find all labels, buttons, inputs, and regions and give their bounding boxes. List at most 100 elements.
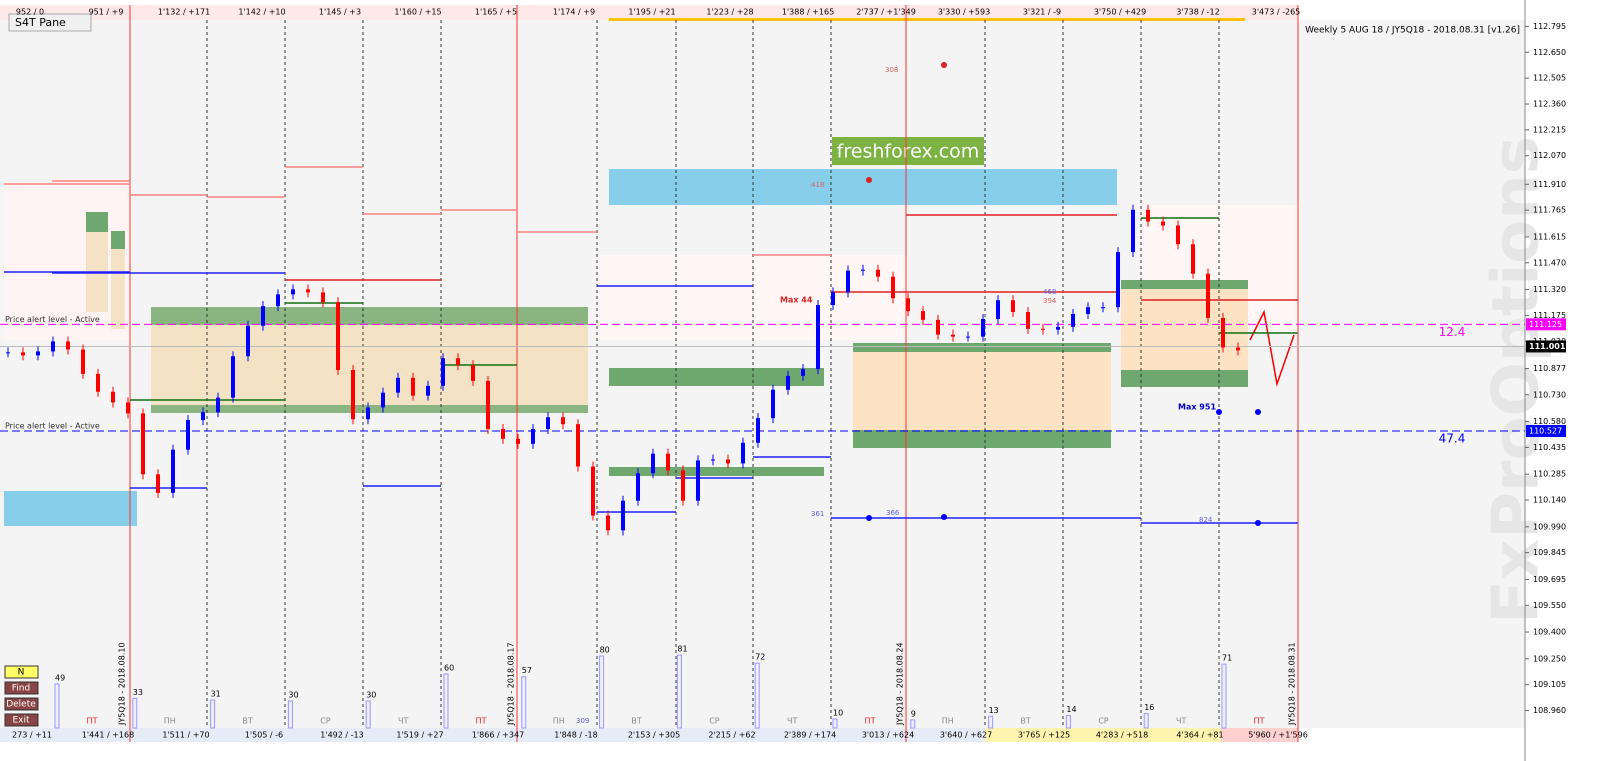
button[interactable] [4, 713, 39, 727]
candle [471, 365, 475, 381]
y-tick-label: 110.140 [1533, 496, 1566, 505]
top-bar-label: 1'160 / +15 [394, 8, 441, 17]
candle [696, 460, 700, 501]
bottom-bar-accent [1221, 728, 1298, 742]
bottom-bar-label: 4'364 / +81 [1176, 731, 1223, 740]
weekday: ПТ [865, 717, 876, 726]
candle [336, 302, 340, 370]
weekday: ЧТ [1176, 717, 1186, 726]
bottom-bar-label: 1'511 / +70 [162, 731, 209, 740]
price-box [1526, 340, 1566, 353]
y-tick-label: 112.070 [1533, 151, 1566, 160]
y-tick-label: 111.470 [1533, 258, 1566, 267]
candle [711, 459, 715, 461]
volume-label: 30 [288, 691, 298, 700]
candle [246, 325, 250, 357]
candle [171, 449, 175, 493]
pane-title: S4T Pane [15, 16, 66, 29]
candle [111, 391, 115, 403]
zone [853, 343, 1111, 352]
weekday: ПТ [1254, 717, 1265, 726]
candle [936, 319, 940, 335]
volume-label: 13 [989, 706, 999, 715]
candle [831, 292, 835, 306]
candle [651, 453, 655, 474]
max-label: Max 951 [1178, 403, 1216, 412]
volume-label: 14 [1066, 705, 1076, 714]
bottom-bar-accent [985, 728, 1221, 742]
candle [306, 289, 310, 293]
date-label: JY5Q18 - 2018.08.10 [118, 642, 127, 726]
candle [381, 392, 385, 408]
chart-title: Weekly 5 AUG 18 / JY5Q18 - 2018.08.31 [v… [1305, 26, 1520, 36]
alert-price-label: 110.527 [1529, 426, 1562, 435]
y-tick-label: 110.730 [1533, 390, 1566, 399]
top-bar-label: 3'321 / -9 [1023, 8, 1061, 17]
top-bar [0, 5, 1298, 20]
button[interactable] [4, 681, 39, 695]
top-bar-label: 3'738 / -12 [1176, 8, 1219, 17]
y-tick-label: 111.765 [1533, 206, 1566, 215]
zone [111, 249, 125, 329]
max-label: Max 44 [780, 296, 813, 305]
volume-label: 30 [366, 691, 376, 700]
weekday: СР [1098, 717, 1109, 726]
candle [996, 300, 1000, 319]
zone [853, 350, 1111, 430]
bottom-bar-label: 1'492 / -13 [320, 731, 363, 740]
candle [1236, 347, 1240, 351]
marker [1216, 409, 1222, 415]
alert-price-box [1526, 424, 1566, 437]
candle [261, 306, 265, 326]
volume-bar [1065, 714, 1071, 729]
date-label: JY5Q18 - 2018.08.17 [507, 642, 516, 726]
y-tick-label: 110.435 [1533, 443, 1566, 452]
candle [951, 334, 955, 337]
level-count: 309 [576, 717, 589, 725]
bottom-bar-label: 4'283 / +518 [1096, 731, 1148, 740]
candle [876, 269, 880, 277]
candle [1146, 209, 1150, 222]
zone [609, 169, 1117, 205]
level-count: 366 [886, 509, 900, 517]
level-count: 468 [1043, 288, 1056, 296]
marker [1255, 520, 1261, 526]
weekday: ВТ [242, 717, 252, 726]
zone [1121, 370, 1248, 387]
bottom-bar [0, 728, 1298, 742]
candle [1161, 221, 1165, 226]
weekday: ВТ [1020, 717, 1030, 726]
volume-bar [210, 699, 216, 729]
zone [1121, 288, 1248, 370]
candle [21, 352, 25, 356]
candle [621, 500, 625, 531]
candle [141, 413, 145, 475]
pane-tab[interactable] [8, 13, 92, 32]
top-bar-label: 1'132 / +171 [158, 8, 210, 17]
volume-bar [910, 719, 916, 729]
candle [231, 356, 235, 398]
y-tick-label: 112.215 [1533, 125, 1566, 134]
weekday: СР [320, 717, 331, 726]
marker [866, 515, 872, 521]
candle [276, 294, 280, 307]
candle [36, 351, 40, 356]
y-tick-label: 112.795 [1533, 22, 1566, 31]
button[interactable] [4, 665, 39, 679]
volume-bar [676, 654, 682, 729]
top-bar-label: 951 / +9 [89, 8, 124, 17]
button[interactable] [4, 697, 39, 711]
candle [546, 417, 550, 430]
zone [1121, 280, 1248, 289]
candle [531, 429, 535, 444]
y-tick-label: 110.877 [1533, 364, 1566, 373]
alert-price-label: 111.125 [1529, 320, 1562, 329]
candle [726, 459, 730, 464]
level-count: 308 [885, 66, 898, 74]
date-label: JY5Q18 - 2018.08.24 [896, 642, 905, 726]
candle [351, 369, 355, 420]
y-tick-label: 109.400 [1533, 628, 1566, 637]
button-label: Delete [6, 700, 36, 710]
bottom-bar-label: 273 / +11 [12, 731, 52, 740]
zone [151, 307, 588, 325]
